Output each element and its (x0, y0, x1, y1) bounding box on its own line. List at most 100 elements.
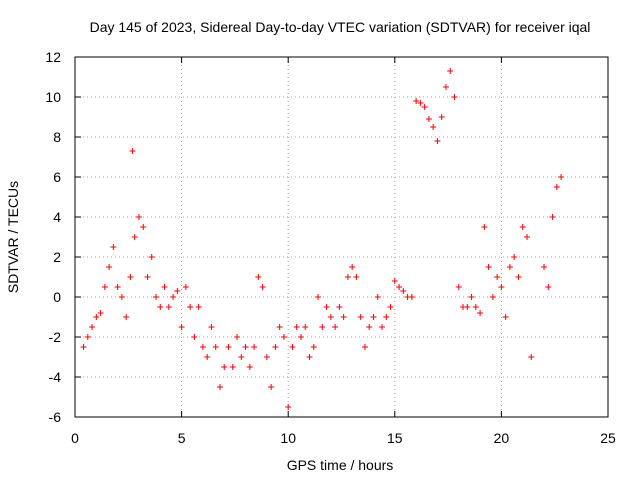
data-point (89, 324, 96, 330)
data-point (464, 304, 471, 310)
data-points (80, 68, 565, 410)
data-point (408, 294, 415, 300)
data-point (161, 284, 168, 290)
data-point (391, 278, 398, 284)
data-point (327, 314, 334, 320)
y-tick-label: 4 (53, 209, 61, 225)
data-point (114, 284, 121, 290)
grid (75, 57, 608, 417)
y-axis-label: SDTVAR / TECUs (5, 181, 21, 293)
data-point (472, 304, 479, 310)
x-tick-label: 15 (387, 430, 403, 446)
data-point (216, 384, 223, 390)
data-point (131, 234, 138, 240)
data-point (182, 284, 189, 290)
data-point (485, 264, 492, 270)
data-point (259, 284, 266, 290)
data-point (84, 334, 91, 340)
data-point (106, 264, 113, 270)
data-point (558, 174, 565, 180)
data-point (481, 224, 488, 230)
data-point (101, 284, 108, 290)
y-tick-label: 10 (45, 89, 61, 105)
data-point (379, 324, 386, 330)
data-point (187, 304, 194, 310)
data-point (110, 244, 117, 250)
data-point (140, 224, 147, 230)
data-point (268, 384, 275, 390)
data-point (310, 344, 317, 350)
data-point (280, 334, 287, 340)
x-tick-label: 0 (71, 430, 79, 446)
data-point (553, 184, 560, 190)
x-axis-label: GPS time / hours (287, 457, 394, 473)
data-point (229, 364, 236, 370)
data-point (251, 344, 258, 350)
data-point (413, 98, 420, 104)
data-point (515, 274, 522, 280)
data-point (417, 100, 424, 106)
data-point (123, 314, 130, 320)
data-point (225, 344, 232, 350)
y-tick-label: -6 (49, 409, 62, 425)
data-point (421, 104, 428, 110)
x-tick-label: 20 (494, 430, 510, 446)
data-point (336, 304, 343, 310)
data-point (332, 324, 339, 330)
data-point (191, 334, 198, 340)
data-point (157, 304, 164, 310)
data-point (438, 114, 445, 120)
data-point (306, 354, 313, 360)
data-point (255, 274, 262, 280)
data-point (199, 344, 206, 350)
data-point (170, 294, 177, 300)
data-point (276, 324, 283, 330)
data-point (366, 324, 373, 330)
x-tick-labels: 0 5 10 15 20 25 (71, 430, 616, 446)
data-point (489, 294, 496, 300)
data-point (545, 284, 552, 290)
x-tick-label: 10 (280, 430, 296, 446)
data-point (315, 294, 322, 300)
data-point (118, 294, 125, 300)
data-point (434, 138, 441, 144)
data-point (178, 324, 185, 330)
data-point (238, 354, 245, 360)
data-point (383, 314, 390, 320)
data-point (344, 274, 351, 280)
data-point (127, 274, 134, 280)
data-point (195, 304, 202, 310)
data-point (289, 344, 296, 350)
data-point (400, 288, 407, 294)
data-point (519, 224, 526, 230)
data-point (477, 310, 484, 316)
data-point (451, 94, 458, 100)
data-point (144, 274, 151, 280)
data-point (357, 314, 364, 320)
data-point (523, 234, 530, 240)
data-point (153, 294, 160, 300)
data-point (455, 284, 462, 290)
y-tick-label: 2 (53, 249, 61, 265)
data-point (425, 116, 432, 122)
data-point (165, 304, 172, 310)
y-tick-label: 12 (45, 49, 61, 65)
data-point (353, 274, 360, 280)
data-point (528, 354, 535, 360)
data-point (129, 148, 136, 154)
data-point (396, 284, 403, 290)
data-point (502, 314, 509, 320)
data-point (387, 304, 394, 310)
data-point (361, 344, 368, 350)
data-point (323, 304, 330, 310)
data-point (234, 334, 241, 340)
data-point (468, 294, 475, 300)
data-point (242, 344, 249, 350)
data-point (494, 274, 501, 280)
data-point (212, 344, 219, 350)
data-point (349, 264, 356, 270)
y-tick-label: 6 (53, 169, 61, 185)
chart-title: Day 145 of 2023, Sidereal Day-to-day VTE… (90, 19, 591, 35)
